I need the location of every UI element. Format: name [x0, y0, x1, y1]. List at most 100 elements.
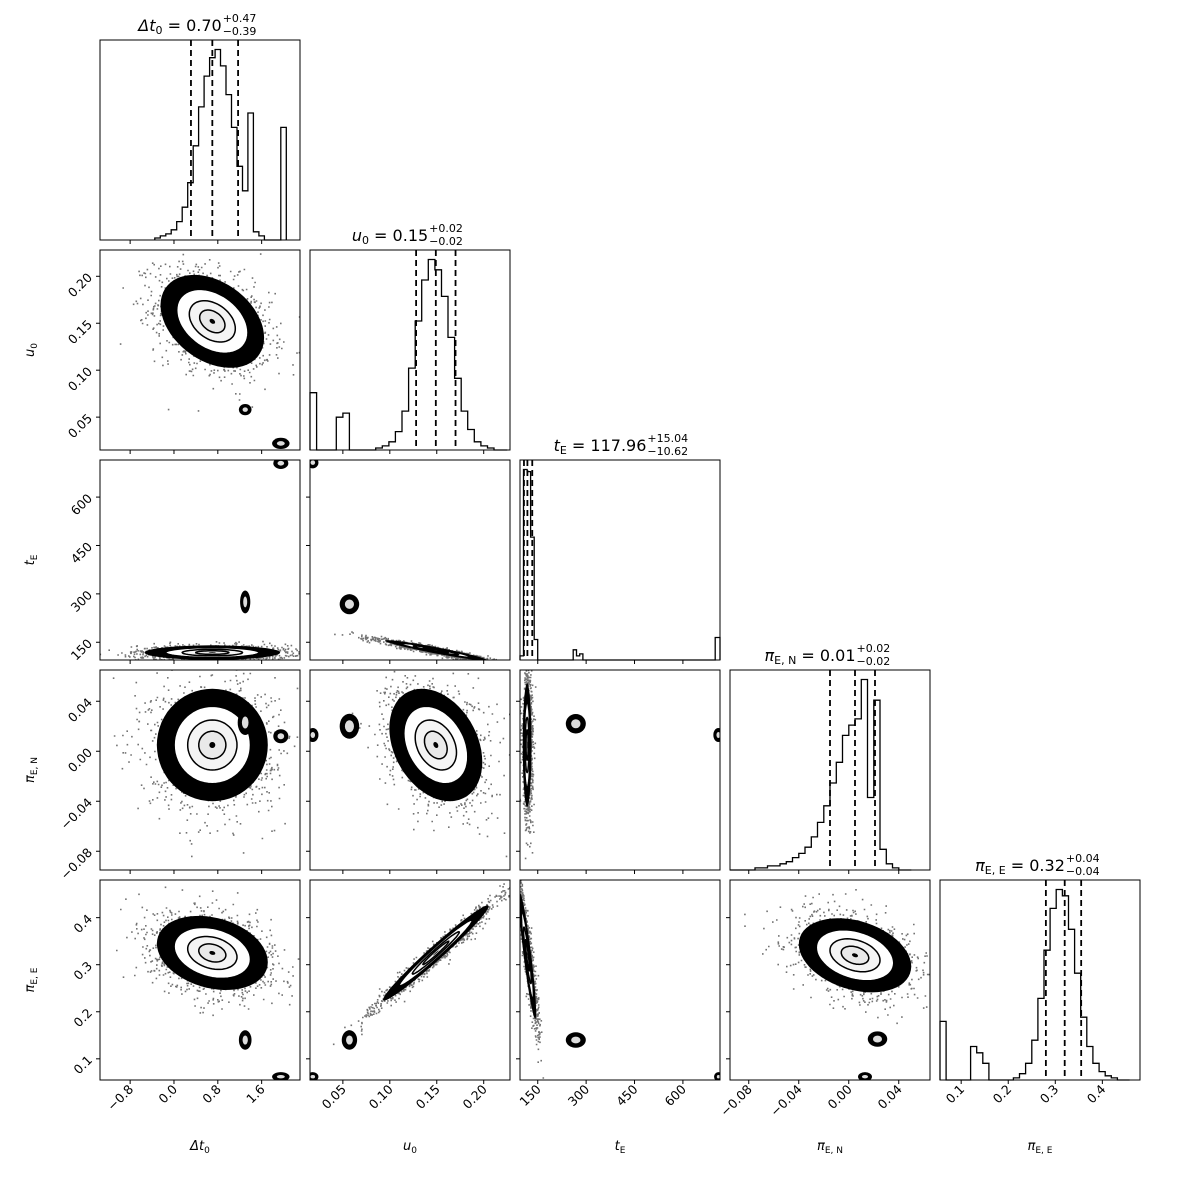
title-error-plus: +0.02 [857, 642, 891, 655]
y-tick-label: −0.08 [57, 845, 95, 883]
x-axis-label-u0: u0 [403, 1139, 417, 1156]
title-value: 0.70 [186, 16, 222, 35]
axis-label-symbol: π [1028, 1139, 1036, 1154]
axis-label-subscript: E, N [825, 1146, 843, 1156]
panel-frame [519, 669, 721, 871]
contour-line-1 [175, 288, 249, 355]
axis-label-symbol: π [817, 1139, 825, 1154]
x-tick-label: 300 [565, 1081, 593, 1109]
x-tick-label: 0.04 [875, 1081, 905, 1111]
y-tick-label: 0.1 [70, 1052, 95, 1077]
y-tick-label: 0.10 [65, 364, 95, 394]
y-tick-label: −0.04 [57, 795, 95, 833]
panel-frame [729, 879, 931, 1081]
histogram-piEE [939, 880, 1130, 1081]
island-core [277, 460, 285, 466]
title-subscript: E, N [774, 654, 796, 667]
x-tick-label: 0.0 [155, 1081, 180, 1106]
x-tick-label: 1.6 [243, 1081, 268, 1106]
x-tick-label: 0.15 [413, 1082, 443, 1112]
island-core [344, 599, 354, 609]
title-subscript: 0 [156, 24, 163, 37]
title-equals: = [1006, 856, 1030, 875]
island-core [344, 720, 354, 733]
histogram-piEN [730, 670, 912, 871]
axis-label-symbol: u [403, 1139, 411, 1154]
diagonal-title-u0: u0 = 0.15 +0.02−0.02 [352, 222, 463, 248]
panel-u0-vs-dt0 [119, 253, 300, 450]
panel-piEN-vs-dt0 [112, 670, 300, 858]
title-subscript: E [560, 444, 567, 457]
histogram-step-line [939, 888, 1130, 1081]
contour-line-1 [173, 926, 252, 980]
diagonal-title-piEE: πE, E = 0.32 +0.04−0.04 [975, 852, 1099, 878]
axis-label-symbol: π [23, 775, 38, 783]
island-core [346, 1035, 353, 1045]
panel-frame [939, 879, 1141, 1081]
contour-line-1 [403, 705, 469, 785]
panel-frame [519, 459, 721, 661]
title-error-plus: +0.02 [429, 222, 463, 235]
title-error-plus: +15.04 [647, 432, 688, 445]
x-tick-label: −0.8 [104, 1081, 136, 1113]
y-tick-label: 0.05 [65, 411, 95, 441]
density-peak [527, 951, 528, 959]
title-symbol: π [764, 646, 774, 665]
axis-label-subscript: E, N [30, 757, 40, 775]
island-core [241, 716, 249, 729]
density-peak [209, 318, 216, 324]
island-core [872, 1035, 883, 1043]
y-tick-label: 150 [68, 636, 96, 664]
y-axis-label-tE: tE [23, 554, 40, 565]
axis-label-subscript: 0 [204, 1146, 210, 1156]
title-value: 0.32 [1029, 856, 1065, 875]
title-symbol: π [975, 856, 985, 875]
panel-tE-vs-dt0 [100, 460, 300, 660]
axis-label-symbol: t [615, 1139, 621, 1154]
y-tick-label: 600 [68, 491, 96, 519]
x-axis-label-tE: tE [615, 1139, 626, 1156]
y-tick-label: 0.20 [65, 270, 95, 300]
y-tick-label: 0.15 [65, 317, 95, 347]
panel-frame [99, 39, 301, 241]
axis-label-subscript: E, E [30, 967, 40, 984]
histogram-u0 [309, 250, 508, 451]
title-symbol: t [554, 436, 561, 455]
panel-tE-vs-u0 [310, 460, 497, 660]
panel-piEE-vs-tE [520, 880, 720, 1080]
y-tick-label: 0.00 [65, 745, 95, 775]
diagonal-title-tE: tE = 117.96 +15.04−10.62 [554, 432, 689, 458]
title-error-minus: −0.04 [1066, 865, 1100, 878]
title-value: 0.01 [820, 646, 856, 665]
density-peak [209, 742, 216, 748]
histogram-step-line [519, 468, 721, 661]
y-axis-label-u0: u0 [23, 343, 40, 357]
y-tick-label: 0.2 [70, 1005, 95, 1030]
island-core [861, 1074, 869, 1079]
title-subscript: 0 [362, 234, 369, 247]
contour-line-1 [520, 910, 535, 1000]
y-axis-label-piEN: πE, N [23, 757, 40, 783]
x-tick-label: −0.04 [767, 1081, 805, 1119]
x-tick-label: 0.4 [1084, 1081, 1109, 1106]
title-equals: = [567, 436, 591, 455]
x-axis-label-piEE: πE, E [1028, 1139, 1053, 1156]
panel-frame [99, 879, 301, 1081]
panel-frame [729, 669, 931, 871]
title-value: 117.96 [590, 436, 646, 455]
title-text: πE, E = 0.32 [975, 856, 1065, 877]
title-error-plus: +0.47 [223, 12, 257, 25]
title-error-plus: +0.04 [1066, 852, 1100, 865]
axis-label-subscript: E [620, 1146, 626, 1156]
title-equals: = [369, 226, 393, 245]
title-text: u0 = 0.15 [352, 226, 428, 247]
island-core [310, 460, 316, 465]
panel-frame [99, 669, 301, 871]
y-tick-label: 0.3 [70, 958, 95, 983]
axis-label-symbol: u [23, 349, 38, 357]
axis-label-subscript: 0 [411, 1146, 417, 1156]
y-tick-label: 0.4 [70, 911, 95, 936]
title-error-minus: −0.39 [223, 25, 257, 38]
x-tick-label: 0.10 [366, 1081, 396, 1111]
island-core [310, 1074, 316, 1079]
